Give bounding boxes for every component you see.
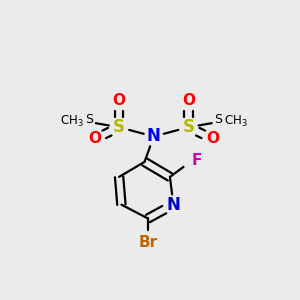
Text: O: O (88, 131, 101, 146)
Text: Br: Br (138, 235, 158, 250)
Text: N: N (147, 128, 161, 146)
Text: CH$_3$: CH$_3$ (224, 113, 248, 129)
Text: O: O (182, 93, 195, 108)
Text: S: S (85, 113, 93, 126)
Text: O: O (112, 93, 126, 108)
Text: S: S (214, 113, 222, 126)
Text: O: O (206, 131, 219, 146)
Text: CH$_3$: CH$_3$ (60, 113, 83, 129)
Text: N: N (167, 196, 180, 214)
Text: F: F (192, 153, 202, 168)
Text: S: S (113, 118, 125, 136)
Text: S: S (182, 118, 194, 136)
